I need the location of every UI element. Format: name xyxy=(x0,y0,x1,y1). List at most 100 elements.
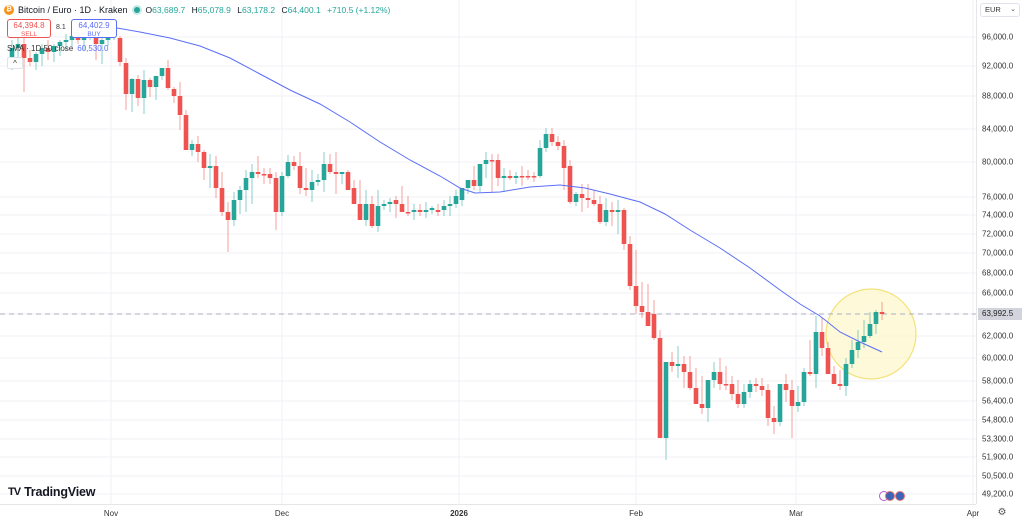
high-label: H xyxy=(191,5,198,15)
candle-body xyxy=(687,372,693,388)
candle-body xyxy=(159,68,165,76)
candle-body xyxy=(639,306,645,312)
candle-body xyxy=(9,48,15,62)
candle-body xyxy=(315,180,321,182)
settings-gear-icon[interactable]: ⚙ xyxy=(997,507,1007,518)
candle-body xyxy=(723,384,729,386)
candle-body xyxy=(495,160,501,178)
candle-body xyxy=(345,172,351,190)
candle-body xyxy=(621,210,627,244)
buy-label: BUY xyxy=(87,31,101,38)
candle-body xyxy=(741,392,747,404)
candle-body xyxy=(849,350,855,364)
candle-body xyxy=(873,312,879,324)
candle-body xyxy=(375,206,381,226)
candle-body xyxy=(405,212,411,214)
candle-body xyxy=(429,208,435,210)
candle-body xyxy=(489,160,495,162)
candle-body xyxy=(591,200,597,204)
candle-body xyxy=(243,178,249,190)
collapse-legend-button[interactable]: ^ xyxy=(7,57,23,69)
candle-body xyxy=(387,202,393,204)
candle-body xyxy=(291,162,297,166)
close-label: C xyxy=(281,5,288,15)
candle-body xyxy=(633,286,639,306)
candle-body xyxy=(465,180,471,188)
candle-body xyxy=(585,198,591,200)
event-marker-icon[interactable] xyxy=(885,491,895,501)
price-tick-label: 60,000.0 xyxy=(982,353,1014,363)
candlestick-chart[interactable] xyxy=(0,0,976,504)
high-value: 65,078.9 xyxy=(197,5,231,15)
candle-body xyxy=(15,44,21,48)
price-axis[interactable]: 96,000.0 92,000.0 88,000.0 84,000.0 80,000.0… xyxy=(976,0,1024,504)
candle-body xyxy=(597,204,603,222)
candle-body xyxy=(537,148,543,176)
candle-body xyxy=(663,362,669,438)
time-axis[interactable]: Nov Dec 2026 Feb Mar Apr xyxy=(0,504,979,522)
candle-body xyxy=(381,204,387,206)
candle-body xyxy=(369,204,375,226)
candle-body xyxy=(411,210,417,212)
event-marker-icon[interactable] xyxy=(895,491,905,501)
sma-indicator-legend[interactable]: SMA · 1D 50 close 60,530.0 xyxy=(7,44,108,53)
open-value: 63,689.7 xyxy=(152,5,186,15)
candle-body xyxy=(831,374,837,384)
candle-body xyxy=(867,324,873,336)
candle-body xyxy=(147,80,153,87)
candle-body xyxy=(573,194,579,202)
candle-body xyxy=(453,196,459,204)
time-tick-label: Feb xyxy=(629,509,643,518)
candle-body xyxy=(357,204,363,220)
candle-body xyxy=(225,212,231,220)
time-tick-label: Mar xyxy=(789,509,803,518)
candle-body xyxy=(63,40,69,42)
candle-body xyxy=(423,210,429,212)
candle-body xyxy=(99,40,105,44)
candle-body xyxy=(735,394,741,404)
candle-body xyxy=(771,418,777,422)
candle-body xyxy=(219,188,225,212)
candle-body xyxy=(525,176,531,178)
sell-price: 64,394.8 xyxy=(13,21,45,30)
candle-body xyxy=(393,200,399,204)
candle-body xyxy=(777,384,783,422)
chart-plot-area[interactable] xyxy=(0,0,976,504)
candle-body xyxy=(459,188,465,200)
candle-body xyxy=(261,174,267,176)
price-tick-label: 74,000.0 xyxy=(982,210,1014,220)
candle-body xyxy=(183,115,189,150)
candle-body xyxy=(51,46,57,52)
candle-body xyxy=(609,210,615,212)
candle-body xyxy=(747,384,753,392)
candle-body xyxy=(417,210,423,212)
sell-button[interactable]: 64,394.8 SELL xyxy=(7,19,51,38)
candle-body xyxy=(441,206,447,210)
candle-body xyxy=(123,63,129,94)
candle-body xyxy=(819,332,825,348)
price-tick-label: 88,000.0 xyxy=(982,91,1014,101)
candle-body xyxy=(231,200,237,220)
candle-body xyxy=(309,182,315,190)
candle-body xyxy=(813,332,819,374)
price-tick-label: 92,000.0 xyxy=(982,61,1014,71)
candle-body xyxy=(627,244,633,286)
candle-body xyxy=(267,174,273,178)
candle-body xyxy=(699,404,705,408)
price-tick-label: 84,000.0 xyxy=(982,124,1014,134)
candle-body xyxy=(645,312,651,326)
tradingview-logo[interactable]: TV TradingView xyxy=(8,485,95,499)
price-tick-label: 50,500.0 xyxy=(982,471,1014,481)
symbol-title[interactable]: Bitcoin / Euro · 1D · Kraken xyxy=(18,5,128,15)
currency-selector[interactable]: EUR ⌄ xyxy=(980,3,1020,17)
candle-body xyxy=(471,180,477,186)
buy-button[interactable]: 64,402.9 BUY xyxy=(71,19,117,38)
symbol-legend: ₿ Bitcoin / Euro · 1D · Kraken O63,689.7… xyxy=(4,3,390,17)
ohlc-values: O63,689.7 H65,078.9 L63,178.2 C64,400.1 … xyxy=(146,5,391,15)
candle-body xyxy=(855,342,861,350)
candle-body xyxy=(825,348,831,374)
candle-body xyxy=(447,204,453,206)
candle-body xyxy=(45,48,51,52)
candle-body xyxy=(201,152,207,168)
